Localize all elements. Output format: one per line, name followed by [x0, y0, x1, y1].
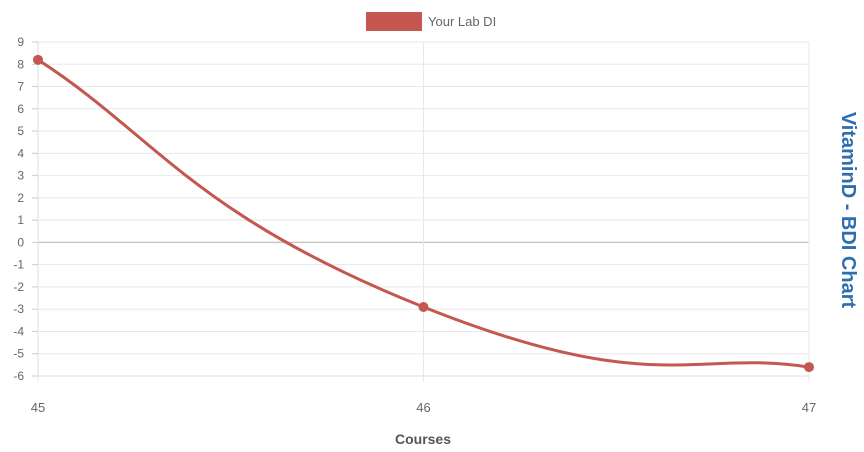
x-axis-title: Courses [395, 431, 451, 447]
y-tick-label: 2 [17, 191, 24, 205]
x-tick-label: 45 [31, 400, 45, 415]
y-tick-label: 4 [17, 146, 24, 160]
data-point[interactable] [418, 301, 429, 312]
chart-title: VitaminD - BDI Chart [837, 112, 859, 309]
y-tick-label: 9 [17, 35, 24, 49]
y-tick-label: 1 [17, 213, 24, 227]
y-tick-label: 3 [17, 169, 24, 183]
legend-swatch [366, 12, 422, 31]
y-tick-label: -1 [13, 258, 24, 272]
y-tick-label: -2 [13, 280, 24, 294]
legend-label: Your Lab DI [428, 14, 496, 29]
y-tick-label: 5 [17, 124, 24, 138]
y-tick-label: 8 [17, 57, 24, 71]
y-tick-label: -6 [13, 369, 24, 383]
data-point[interactable] [804, 362, 814, 373]
y-tick-label: 7 [17, 80, 24, 94]
y-tick-label: 6 [17, 102, 24, 116]
legend[interactable]: Your Lab DI [366, 12, 496, 31]
axes: 9 8 7 6 5 4 3 2 1 0 -1 -2 -3 -4 -5 -6 45 46 47 [13, 35, 816, 415]
y-tick-label: 0 [17, 235, 24, 249]
gridlines [37, 41, 810, 382]
y-tick-label: -5 [13, 347, 24, 361]
x-tick-label: 47 [802, 400, 816, 415]
x-tick-label: 46 [416, 400, 430, 415]
data-point[interactable] [33, 54, 43, 65]
y-tick-label: -3 [13, 302, 24, 316]
y-tick-label: -4 [13, 324, 24, 338]
series-layer [33, 54, 814, 373]
